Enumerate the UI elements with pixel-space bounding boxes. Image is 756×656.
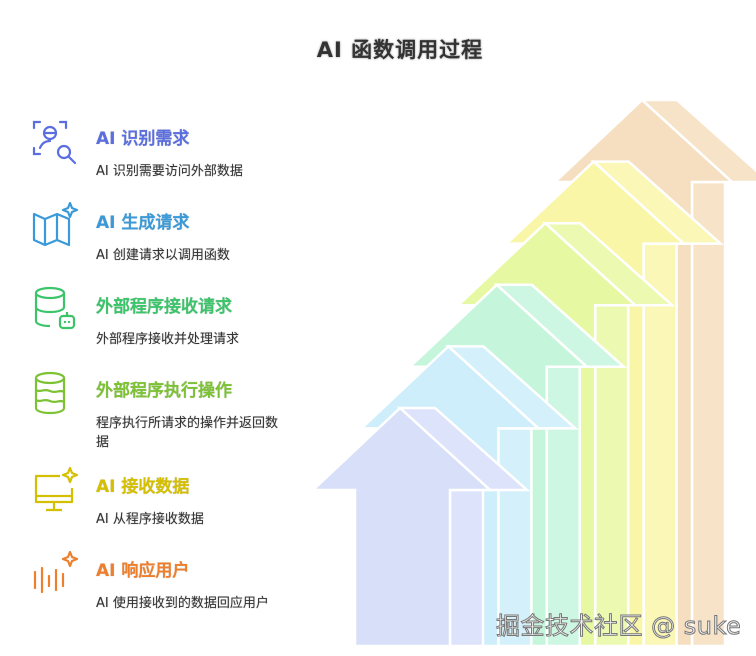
- step-title: 外部程序接收请求: [96, 297, 232, 317]
- step-description: 外部程序接收并处理请求: [96, 332, 240, 347]
- step-description: AI 创建请求以调用函数: [96, 248, 230, 263]
- step-title: AI 接收数据: [96, 477, 190, 497]
- database-bot-icon: [34, 286, 76, 330]
- step-title: AI 识别需求: [96, 129, 190, 149]
- step-title: AI 生成请求: [96, 213, 190, 233]
- monitor-sparkle-icon: [34, 466, 79, 512]
- watermark: 掘金技术社区 @ suke: [495, 612, 742, 641]
- arrow-1: [309, 406, 531, 648]
- step-description: 程序执行所请求的操作并返回数据: [96, 416, 279, 450]
- step-description: AI 使用接收到的数据回应用户: [96, 596, 269, 611]
- step-title: AI 响应用户: [96, 561, 190, 581]
- step-description: AI 识别需要访问外部数据: [96, 164, 243, 179]
- audio-sparkle-icon: [33, 550, 79, 594]
- page-title: AI 函数调用过程: [316, 38, 484, 62]
- face-search-icon: [32, 120, 77, 165]
- step-description: AI 从程序接收数据: [96, 512, 204, 527]
- step-title: 外部程序执行操作: [96, 381, 232, 401]
- map-sparkle-icon: [32, 202, 79, 247]
- arrow-front-face: [309, 406, 494, 648]
- database-icon: [34, 371, 66, 415]
